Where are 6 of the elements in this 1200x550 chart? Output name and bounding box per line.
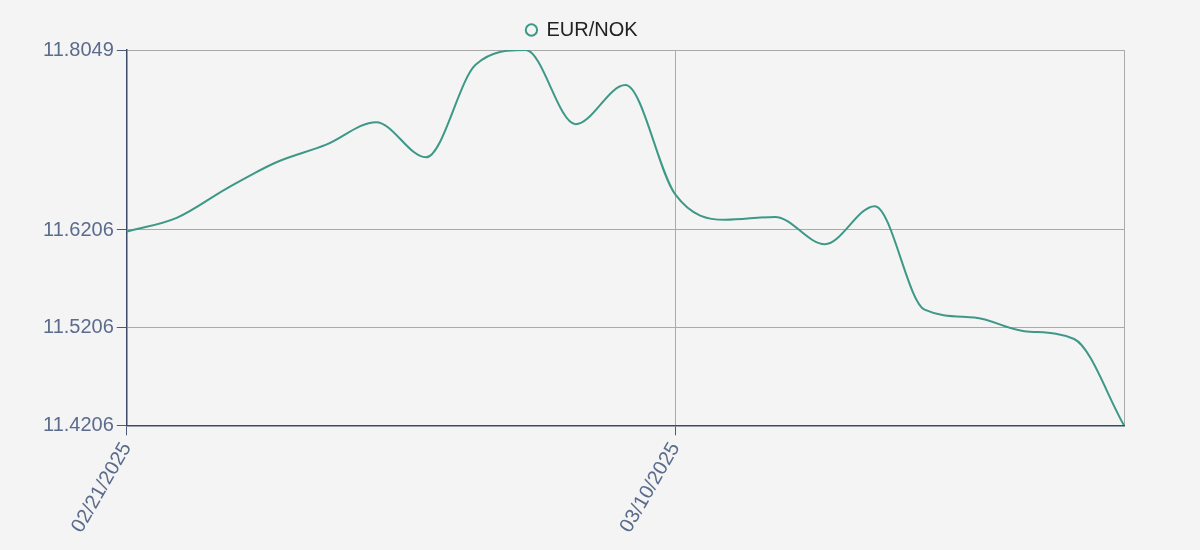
line-series (125, 50, 1125, 426)
y-tick-label: 11.6206 (43, 217, 114, 240)
y-tick-label: 11.5206 (43, 315, 114, 338)
legend-label: EUR/NOK (546, 17, 639, 40)
y-tick-label: 11.4206 (43, 412, 114, 435)
y-tick-label: 11.8049 (43, 37, 114, 60)
